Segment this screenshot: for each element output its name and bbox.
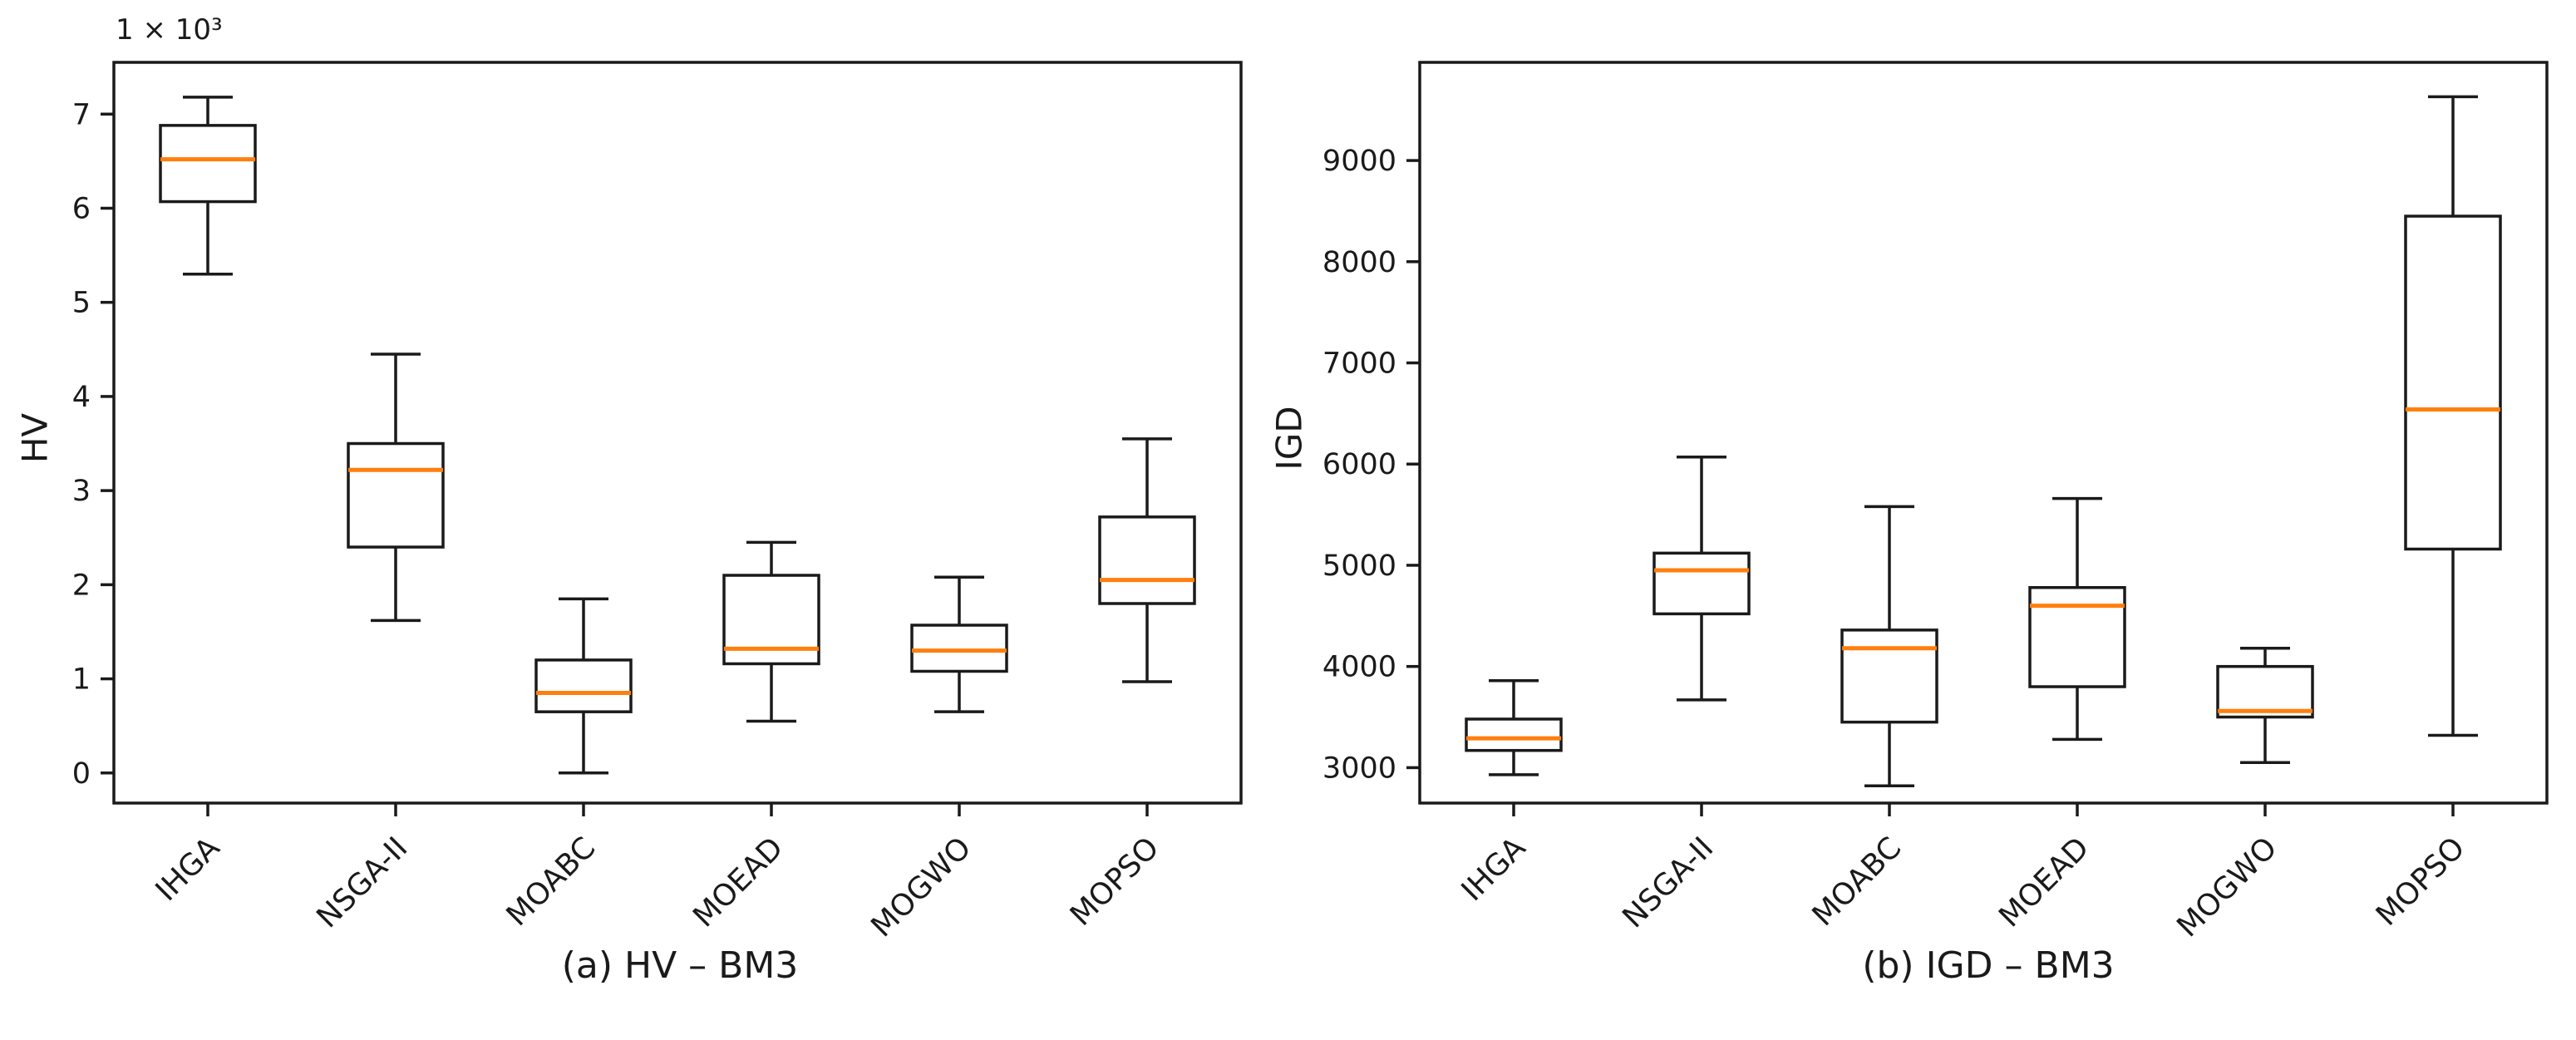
caption-panel-b: (b) IGD – BM3 [1862,944,2115,987]
y-tick-label-a: 3 [72,475,91,508]
y-axis-title-igd: IGD [1268,406,1310,471]
category-label-mopso: MOPSO [2370,831,2472,933]
axes-frame-b [1418,61,2549,805]
box-nsga-ii-b-iqr [1652,551,1751,616]
axis-offset-text: 1 × 10³ [116,13,223,47]
y-tick-label-b: 8000 [1322,246,1396,279]
y-tick-label-b: 6000 [1322,448,1396,481]
y-tick-label-a: 4 [72,381,91,414]
y-axis-title-hv: HV [14,412,56,464]
category-label-mopso: MOPSO [1064,831,1166,933]
box-mopso-a-iqr [1098,515,1196,605]
y-tick-label-b: 5000 [1322,550,1396,583]
category-label-mogwo: MOGWO [2170,831,2283,944]
y-tick-label-b: 9000 [1322,145,1396,178]
box-mogwo-b-iqr [2216,664,2314,719]
category-label-mogwo: MOGWO [864,831,978,944]
category-label-moead: MOEAD [687,831,790,934]
axes-frame-a [112,61,1243,805]
category-label-moabc: MOABC [500,831,603,933]
category-label-ihga: IHGA [1455,831,1533,908]
box-nsga-ii-a-iqr [347,441,445,549]
box-moead-b-iqr [2028,585,2126,688]
box-moabc-b-iqr [1840,628,1938,724]
y-tick-label-a: 7 [72,98,91,131]
category-label-nsga-ii: NSGA-II [310,831,414,934]
y-tick-label-b: 7000 [1322,347,1396,381]
y-tick-label-b: 3000 [1322,752,1396,785]
box-mogwo-a-iqr [910,624,1008,673]
y-tick-label-a: 0 [72,757,91,791]
category-label-moabc: MOABC [1806,831,1909,933]
y-tick-label-a: 5 [72,287,91,320]
category-label-moead: MOEAD [1992,831,2096,934]
box-mopso-b-iqr [2404,214,2502,551]
y-tick-label-a: 6 [72,192,91,225]
y-tick-label-b: 4000 [1322,651,1396,684]
category-label-nsga-ii: NSGA-II [1616,831,1720,934]
y-tick-label-a: 1 [72,663,91,697]
y-tick-label-a: 2 [72,569,91,602]
caption-panel-a: (a) HV – BM3 [561,944,799,987]
box-ihga-b-iqr [1465,717,1563,752]
box-moabc-a-iqr [534,658,633,713]
category-label-ihga: IHGA [150,831,227,908]
box-ihga-a-iqr [159,124,257,204]
